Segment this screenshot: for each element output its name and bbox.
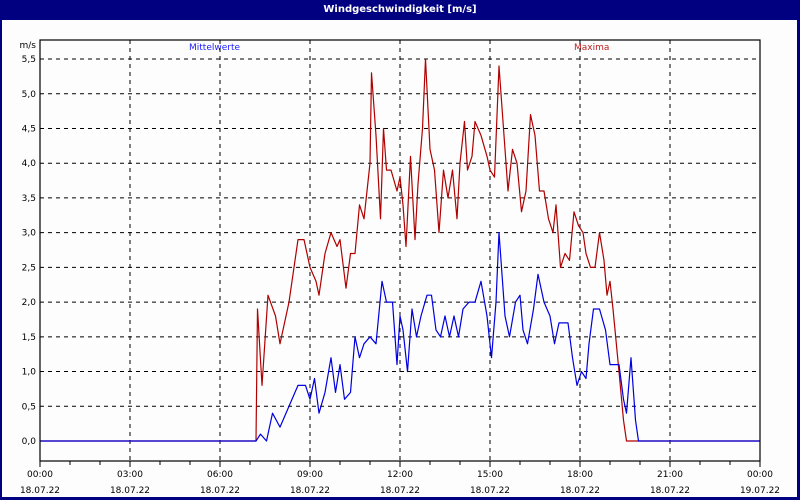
x-tick-date: 18.07.22 <box>470 486 510 496</box>
y-tick-label: 5,5 <box>22 55 36 65</box>
x-tick-date: 18.07.22 <box>380 486 420 496</box>
x-tick-date: 18.07.22 <box>560 486 600 496</box>
x-tick-time: 03:00 <box>117 470 143 480</box>
y-tick-label: 0,5 <box>22 402 36 412</box>
x-axis-ticks: 00:00 18.07.22 03:00 18.07.22 06:00 18.07.22 0… <box>20 461 780 496</box>
y-axis-unit: m/s <box>20 41 37 51</box>
y-tick-label: 5,0 <box>22 90 37 100</box>
window-title: Windgeschwindigkeit [m/s] <box>0 0 800 19</box>
x-tick-time: 21:00 <box>657 470 683 480</box>
series-maxima <box>40 58 760 442</box>
y-tick-label: 3,5 <box>22 194 36 204</box>
x-tick-time: 09:00 <box>297 470 323 480</box>
x-tick-date: 18.07.22 <box>200 486 240 496</box>
chart-panel: Mittelwerte Maxima m/s 0,0 0,5 1,0 1,5 2,0 2,5… <box>2 20 797 497</box>
x-tick-time: 15:00 <box>477 470 503 480</box>
x-tick-time: 06:00 <box>207 470 233 480</box>
legend-maxima: Maxima <box>574 43 610 53</box>
x-tick-date: 18.07.22 <box>650 486 690 496</box>
x-tick-time: 00:00 <box>747 470 773 480</box>
y-axis-ticks: m/s 0,0 0,5 1,0 1,5 2,0 2,5 3,0 3,5 4,0 4,5 5,0 5,5 <box>20 41 37 447</box>
grid-lines <box>40 40 760 461</box>
x-tick-time: 00:00 <box>27 470 53 480</box>
y-tick-label: 0,0 <box>22 437 37 447</box>
y-tick-label: 1,5 <box>22 333 36 343</box>
x-tick-time: 12:00 <box>387 470 413 480</box>
y-tick-label: 2,0 <box>22 298 37 308</box>
y-tick-label: 2,5 <box>22 263 36 273</box>
x-tick-time: 18:00 <box>567 470 593 480</box>
data-lines <box>40 58 760 442</box>
legend-mittelwerte: Mittelwerte <box>189 43 241 53</box>
x-tick-date: 18.07.22 <box>290 486 330 496</box>
series-mittelwerte <box>40 232 760 442</box>
y-tick-label: 4,0 <box>22 159 37 169</box>
line-chart: m/s0,00,51,01,52,02,53,03,54,04,55,05,5 … <box>20 39 780 496</box>
y-tick-label: 1,0 <box>22 368 37 378</box>
y-tick-label: 3,0 <box>22 229 37 239</box>
x-tick-date: 19.07.22 <box>740 486 780 496</box>
y-tick-label: 4,5 <box>22 124 36 134</box>
x-tick-date: 18.07.22 <box>20 486 60 496</box>
plot-frame <box>39 39 761 462</box>
x-tick-date: 18.07.22 <box>110 486 150 496</box>
